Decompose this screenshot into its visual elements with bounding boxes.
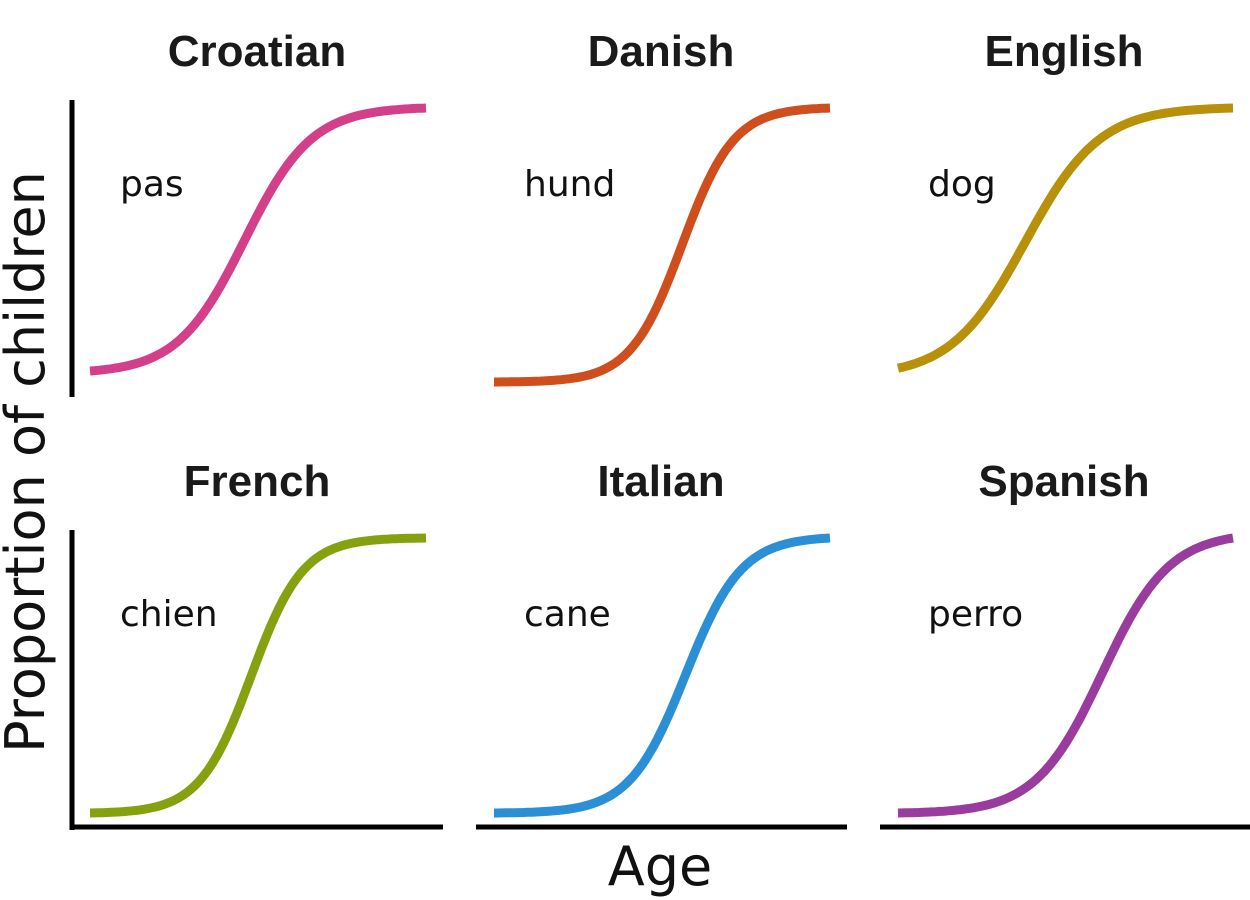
curve-danish: [494, 103, 831, 387]
y-axis-title: Proportion of children: [0, 171, 57, 753]
curve-italian: [494, 533, 831, 818]
x-axis-title: Age: [608, 835, 712, 898]
panel-croatian: Croatian pas: [89, 27, 427, 376]
panel-title-english: English: [985, 27, 1144, 76]
panel-english: English dog: [896, 27, 1234, 373]
panel-title-spanish: Spanish: [978, 457, 1149, 506]
curve-french: [89, 533, 427, 818]
panel-french: French chien: [89, 457, 427, 818]
panel-italian: Italian cane: [494, 457, 831, 818]
panels: Croatian pas Danish hund English dog French chi…: [89, 27, 1234, 818]
panel-title-croatian: Croatian: [168, 27, 346, 76]
curve-spanish: [897, 533, 1234, 818]
word-label-spanish: perro: [928, 594, 1023, 635]
panel-title-italian: Italian: [597, 457, 724, 506]
panel-danish: Danish hund: [494, 27, 831, 387]
word-label-croatian: pas: [120, 164, 184, 205]
panel-spanish: Spanish perro: [897, 457, 1234, 818]
word-label-italian: cane: [524, 594, 611, 635]
word-label-danish: hund: [524, 164, 615, 205]
word-label-english: dog: [928, 164, 996, 205]
curve-english: [896, 103, 1234, 373]
curve-croatian: [89, 103, 427, 376]
word-label-french: chien: [120, 594, 218, 635]
panel-title-french: French: [184, 457, 331, 506]
panel-title-danish: Danish: [588, 27, 735, 76]
